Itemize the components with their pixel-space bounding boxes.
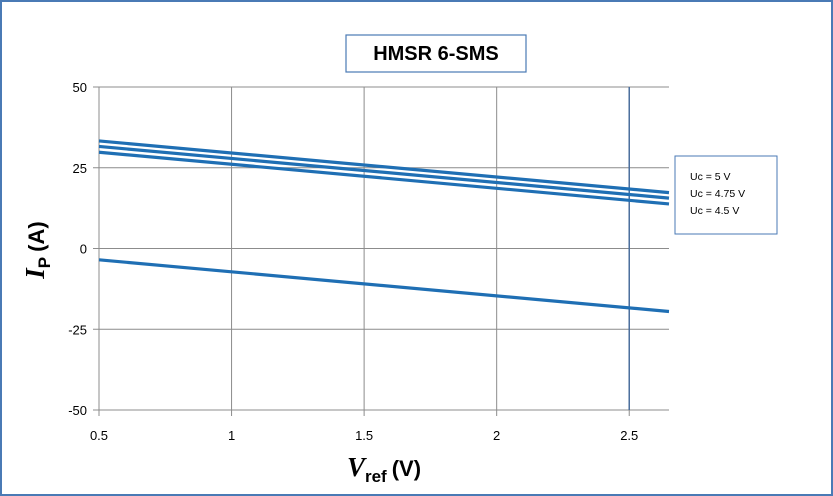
- x-axis-symbol: V: [347, 452, 367, 482]
- y-tick-label: 0: [80, 242, 87, 257]
- y-tick-label: 25: [73, 161, 87, 176]
- x-tick-label: 2.5: [620, 428, 638, 443]
- x-tick-label: 1: [228, 428, 235, 443]
- y-axis-unit: (A): [24, 221, 49, 252]
- series-line-2: [98, 150, 670, 206]
- legend-box: [674, 155, 778, 235]
- chart-title-box: [345, 34, 527, 73]
- x-tick-label: 0.5: [90, 428, 108, 443]
- y-tick-label: 50: [73, 80, 87, 95]
- axes: [93, 86, 669, 416]
- x-axis-unit: (V): [392, 456, 421, 481]
- y-axis-title: IP (A): [20, 221, 54, 279]
- y-tick-label: -25: [68, 322, 87, 337]
- series-group: [98, 139, 670, 314]
- series-line-3: [98, 258, 670, 314]
- legend-entry: Uc = 4.5 V: [690, 205, 739, 217]
- series-line-0: [98, 139, 670, 195]
- y-axis-symbol: I: [20, 267, 50, 280]
- tick-labels: 50 25 0 -25 -500.5 1 1.5 2 2.5: [68, 80, 638, 443]
- x-tick-label: 2: [493, 428, 500, 443]
- y-axis-subscript: P: [35, 257, 54, 268]
- x-axis-subscript: ref: [365, 467, 387, 486]
- legend-entry: Uc = 4.75 V: [690, 188, 745, 200]
- y-tick-label: -50: [68, 403, 87, 418]
- legend: Uc = 5 V Uc = 4.75 V Uc = 4.5 V: [674, 155, 778, 235]
- x-axis-title: Vref (V): [347, 452, 421, 486]
- legend-entry: Uc = 5 V: [690, 171, 731, 183]
- x-tick-label: 1.5: [355, 428, 373, 443]
- chart-title: HMSR 6-SMS: [373, 43, 499, 65]
- series-line-1: [98, 144, 670, 200]
